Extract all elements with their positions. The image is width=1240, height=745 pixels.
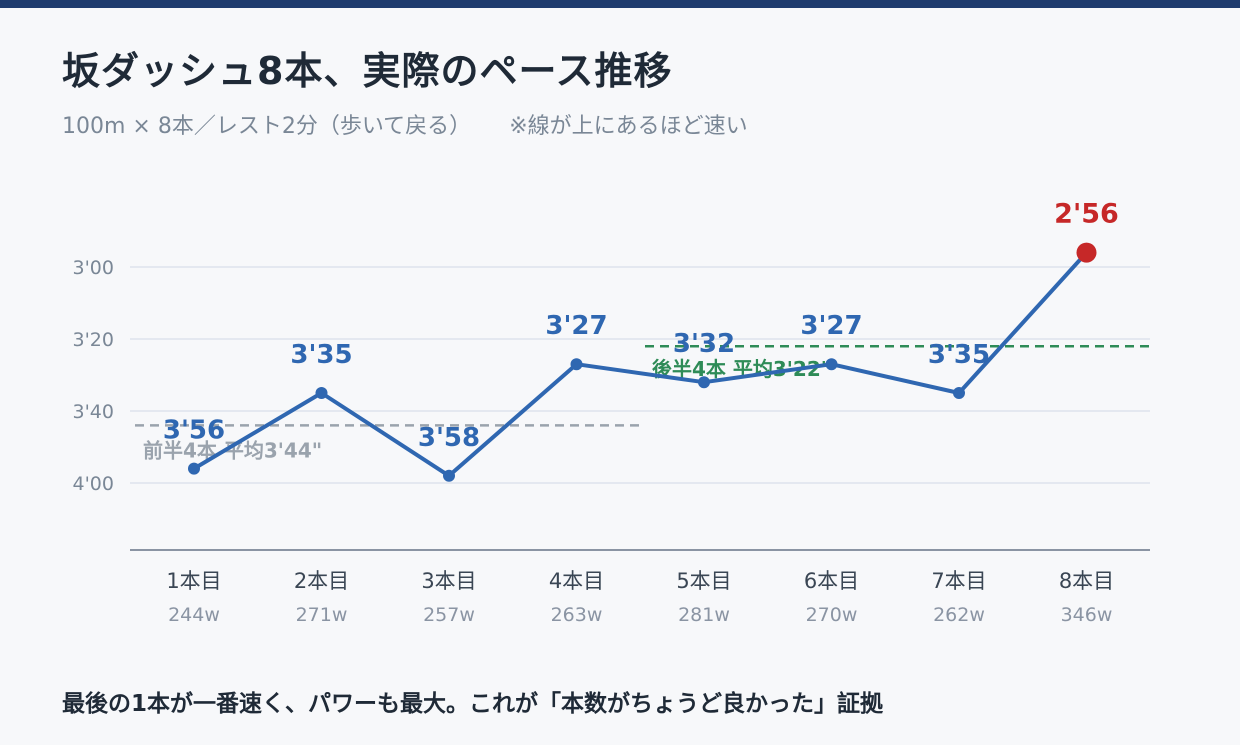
x-sub-label: 263w [551,604,603,626]
x-tick-label: 8本目 [1059,569,1114,593]
x-sub-label: 271w [296,604,348,626]
reference-lines: 前半4本 平均3'44"後半4本 平均3'22" [135,344,1155,462]
x-tick-label: 2本目 [294,569,349,593]
top-accent-bar [0,0,1240,8]
data-label: 3'27 [545,311,607,341]
data-point [315,387,328,399]
x-sub-label: 281w [678,604,730,626]
grid-layer: 3'00 3'20 3'40 4'00 [73,257,1150,495]
x-sub-label: 270w [806,604,858,626]
y-tick-label: 3'40 [73,401,115,423]
data-label: 3'35 [928,340,990,370]
page-title: 坂ダッシュ8本、実際のペース推移 [62,49,673,93]
subtitle-note: ※線が上にあるほど速い [509,114,748,139]
x-sub-label: 244w [168,604,220,626]
x-tick-label: 3本目 [421,569,476,593]
x-tick-label: 1本目 [166,569,221,593]
pace-line-chart: 3'00 3'20 3'40 4'00 前半4本 平均3'44"後半4本 平均3'22… [73,199,1155,626]
data-label: 3'35 [290,340,352,370]
x-tick-label: 6本目 [804,569,859,593]
data-point [570,358,583,371]
data-label: 2'56 [1054,199,1119,230]
data-labels: 3'56 3'35 3'58 3'27 3'32 3'27 3'35 2'56 [163,199,1119,453]
y-tick-label: 3'20 [73,329,115,351]
series-line-layer [188,242,1097,482]
data-label: 3'58 [418,423,480,453]
series-line [192,250,1089,478]
x-axis: 1本目 244w 2本目 271w 3本目 257w 4本目 263w 5本目 281w 6本目 27… [130,549,1150,626]
data-label: 3'32 [673,329,735,359]
x-sub-label: 262w [933,604,985,626]
data-point [443,469,455,482]
x-tick-label: 4本目 [549,569,604,593]
data-point [953,387,965,399]
highlight-point [1076,242,1097,263]
data-point [698,376,710,389]
x-sub-label: 257w [423,604,475,626]
subtitle-text: 100m × 8本／レスト2分（歩いて戻る） [62,114,472,139]
data-label: 3'56 [163,416,225,446]
data-point [188,462,200,475]
subtitle: 100m × 8本／レスト2分（歩いて戻る） ※線が上にあるほど速い [62,108,748,140]
data-point [825,358,838,371]
data-label: 3'27 [800,311,862,341]
y-tick-label: 4'00 [73,473,115,495]
x-tick-label: 7本目 [931,569,986,593]
x-tick-label: 5本目 [676,569,731,593]
x-sub-label: 346w [1061,604,1113,626]
y-tick-label: 3'00 [73,257,115,279]
footer-conclusion: 最後の1本が一番速く、パワーも最大。これが「本数がちょうど良かった」証拠 [62,691,884,717]
reference-line-label: 前半4本 平均3'44" [143,438,322,462]
